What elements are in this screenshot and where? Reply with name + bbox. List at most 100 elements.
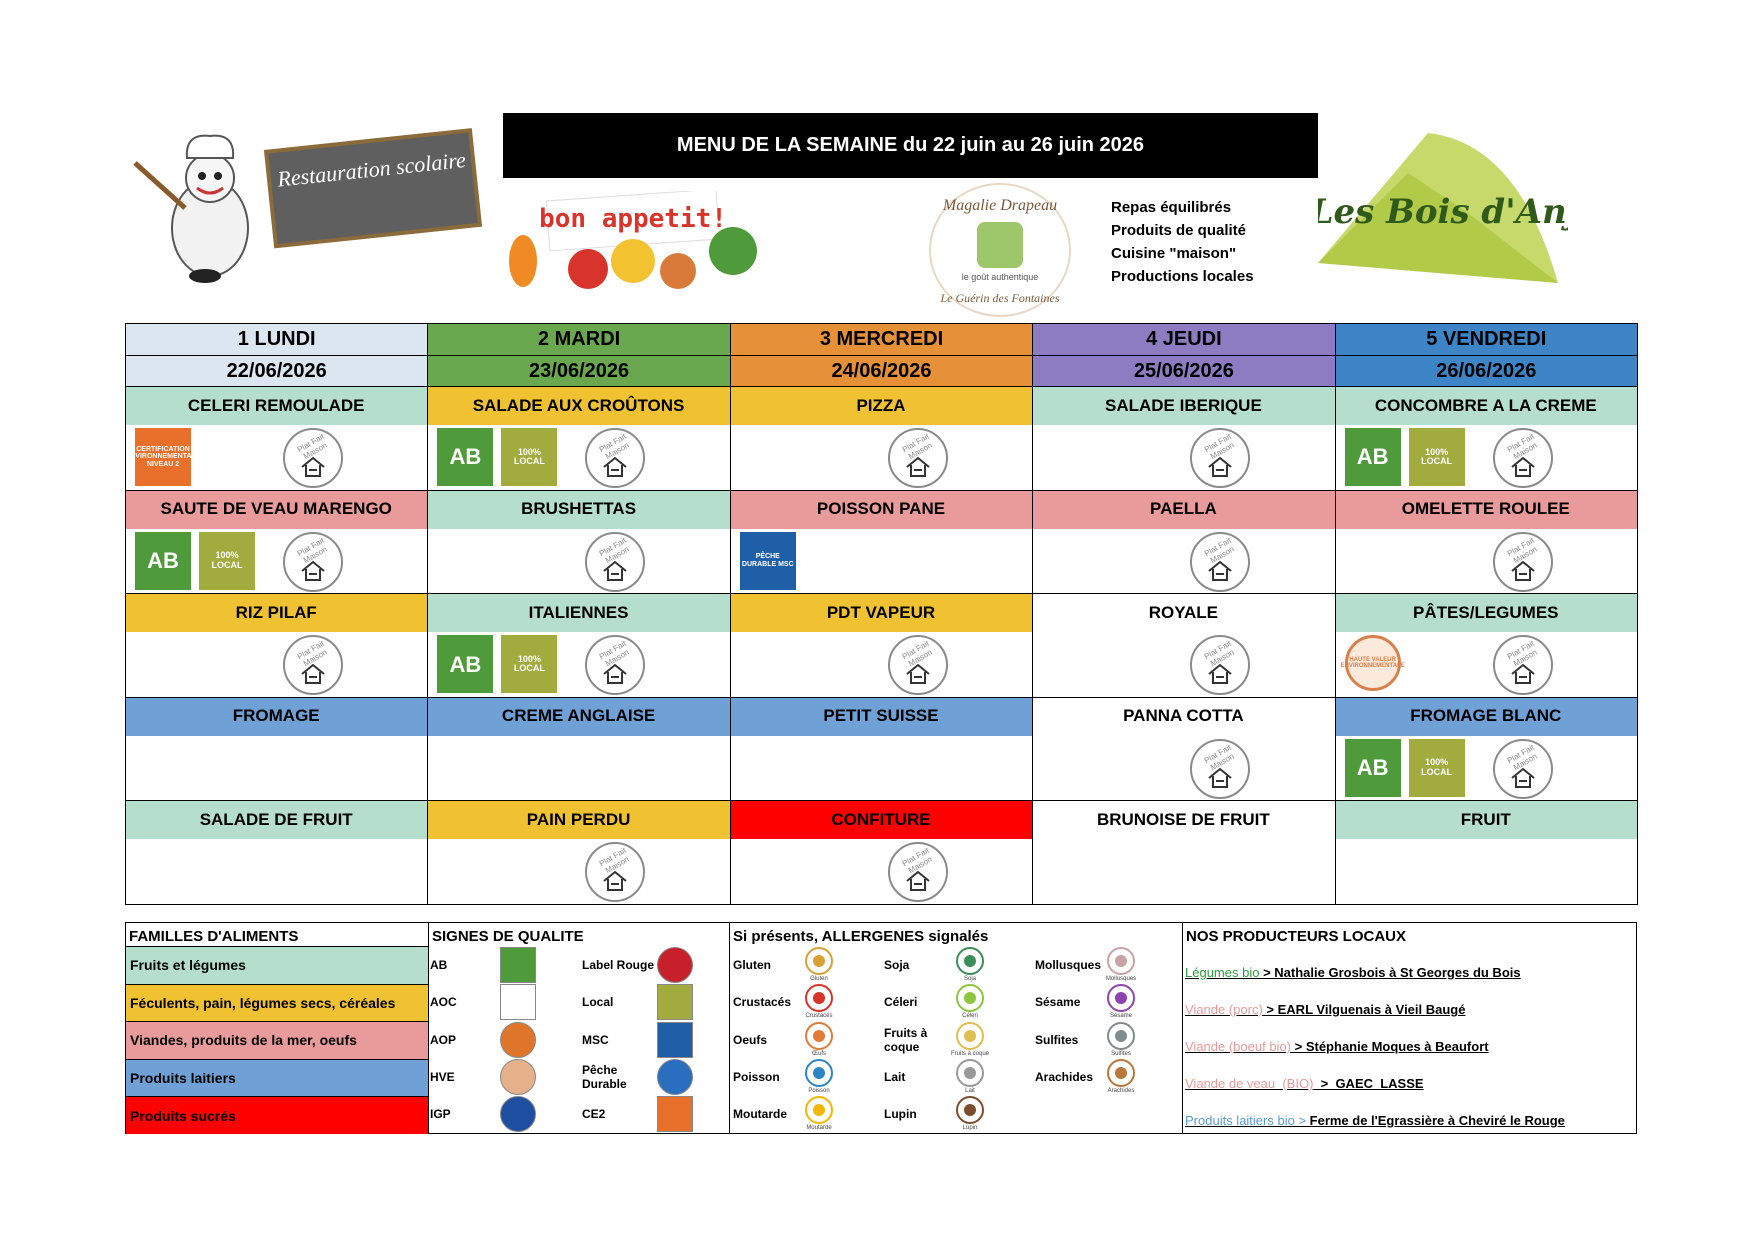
family-name: Fruits et légumes [130, 957, 246, 974]
producer-line: Viande (porc) > EARL Vilguenais à Vieil … [1185, 1002, 1635, 1022]
house-glyph [301, 663, 325, 685]
house-glyph [603, 456, 628, 477]
legend-divider [729, 922, 730, 1134]
fait-maison-icon: Plat Fait Maison [1190, 531, 1251, 592]
fait-maison-icon: Plat Fait Maison [283, 635, 343, 696]
tagline: Produits de qualité [1111, 222, 1247, 239]
allergen-caption: Crustacés [805, 1013, 833, 1020]
house-glyph [1510, 560, 1535, 581]
dish-name: FROMAGE [125, 696, 428, 736]
allergen-name: Arachides [1035, 1069, 1094, 1084]
dish-cell-border [427, 696, 731, 802]
dish-name: RIZ PILAF [125, 593, 428, 633]
sign-icon [657, 984, 693, 1021]
house-glyph [1208, 560, 1232, 581]
sign-name: AOP [430, 1032, 457, 1047]
house-glyph [603, 871, 628, 892]
producer-label: Viande de veau (BIO) [1185, 1076, 1314, 1091]
dish-name: OMELETTE ROULEE [1334, 489, 1637, 529]
producer-name: Ferme de l'Egrassière à Cheviré le Rouge [1306, 1113, 1565, 1128]
sign-icon [657, 1058, 693, 1095]
fait-maison-icon: Plat Fait Maison [1190, 738, 1251, 799]
allergen-caption: Soja [963, 976, 976, 982]
allergen-icon-core [1115, 992, 1127, 1005]
tagline: Cuisine "maison" [1111, 245, 1237, 262]
fait-maison-icon: Plat Fait Maison [1190, 635, 1251, 696]
house-glyph [906, 871, 930, 892]
allergen-icon-core [1115, 1029, 1127, 1042]
allergen-icon-core [964, 1029, 976, 1042]
allergen-caption: Céleri [962, 1013, 978, 1020]
allergen-icon-core [964, 1066, 976, 1079]
dish-cell-border [1032, 800, 1336, 905]
allergen-name: Oeufs [733, 1032, 768, 1047]
dish-name: PIZZA [729, 386, 1033, 425]
allergen-icon-core [813, 1066, 825, 1079]
house-glyph [1510, 663, 1535, 685]
day-date: 24/06/2026 [729, 355, 1034, 387]
quality-icon: AB [437, 635, 494, 694]
dish-name: BRUNOISE DE FRUIT [1032, 800, 1335, 840]
dish-name: ITALIENNES [427, 593, 730, 633]
caterer-tagline: le goût authentique [962, 272, 1039, 282]
caterer-logo: Magalie Drapeau le goût authentique Le G… [929, 183, 1071, 317]
dish-cell-border [1334, 386, 1638, 491]
dish-name: PAIN PERDU [427, 800, 730, 840]
allergen-caption: Gluten [810, 976, 828, 982]
quality-icon: AB [1344, 738, 1401, 797]
house-glyph [1510, 767, 1535, 788]
allergen-caption: Arachides [1107, 1087, 1135, 1094]
dish-cell-border [125, 800, 429, 905]
caterer-place: Le Guérin des Fontaines [940, 291, 1060, 305]
dish-cell-border [729, 800, 1034, 905]
sign-icon [657, 947, 693, 983]
legend-divider [428, 922, 429, 1134]
house-glyph [603, 663, 628, 685]
dish-name: CONCOMBRE A LA CREME [1334, 386, 1637, 425]
fait-maison-icon: Plat Fait Maison [887, 842, 948, 903]
allergen-name: Soja [884, 958, 910, 972]
producer-name: > Nathalie Grosbois à St Georges du Bois [1259, 965, 1521, 980]
allergen-name: Moutarde [733, 1107, 787, 1122]
fait-maison-icon: Plat Fait Maison [1190, 428, 1251, 488]
allergen-icon [805, 984, 833, 1013]
quality-icon: 100% LOCAL [1408, 428, 1465, 486]
producer-label: Légumes bio [1185, 965, 1260, 980]
legend-divider [1182, 922, 1183, 1134]
producer-label: Viande (boeuf bio) [1185, 1039, 1292, 1054]
sign-name: AOC [430, 995, 457, 1010]
allergen-icon-core [964, 1104, 976, 1117]
dish-cell-border [1032, 593, 1336, 698]
allergen-name: Sulfites [1035, 1032, 1079, 1047]
fait-maison-icon: Plat Fait Maison [1492, 738, 1553, 799]
legend-title: FAMILLES D'ALIMENTS [129, 927, 299, 945]
fait-maison-icon: Plat Fait Maison [585, 531, 646, 592]
fait-maison-icon: Plat Fait Maison [283, 531, 343, 592]
dish-name: CELERI REMOULADE [125, 386, 428, 425]
dish-name: ROYALE [1032, 593, 1335, 633]
quality-icon: AB [1344, 428, 1401, 486]
family-name: Viandes, produits de la mer, oeufs [130, 1032, 357, 1049]
bon-appetit-logo: bon appetit! [509, 191, 757, 289]
producer-label: Produits laitiers bio > [1185, 1113, 1307, 1128]
allergen-caption: Lupin [962, 1125, 978, 1132]
dish-cell-border [729, 386, 1034, 491]
dish-name: PAELLA [1032, 489, 1335, 529]
allergen-name: Fruits à coque [884, 1025, 928, 1054]
family-name: Produits sucrés [130, 1107, 236, 1124]
dish-name: PDT VAPEUR [729, 593, 1033, 633]
quality-icon: 100% LOCAL [501, 428, 558, 486]
allergen-caption: Œufs [811, 1050, 826, 1057]
house-glyph [603, 560, 628, 581]
allergen-icon [1107, 1021, 1135, 1050]
dish-name: PANNA COTTA [1032, 696, 1335, 736]
day-header: 2 MARDI [427, 323, 731, 356]
restauration-logo: Restauration scolaire [133, 128, 483, 283]
sign-icon [500, 1096, 536, 1133]
dish-name: FROMAGE BLANC [1334, 696, 1637, 736]
dish-cell-border [125, 386, 429, 491]
tagline: Repas équilibrés [1111, 199, 1232, 216]
dish-cell-border [729, 489, 1034, 595]
producer-line: Produits laitiers bio > Ferme de l'Egras… [1185, 1113, 1635, 1133]
